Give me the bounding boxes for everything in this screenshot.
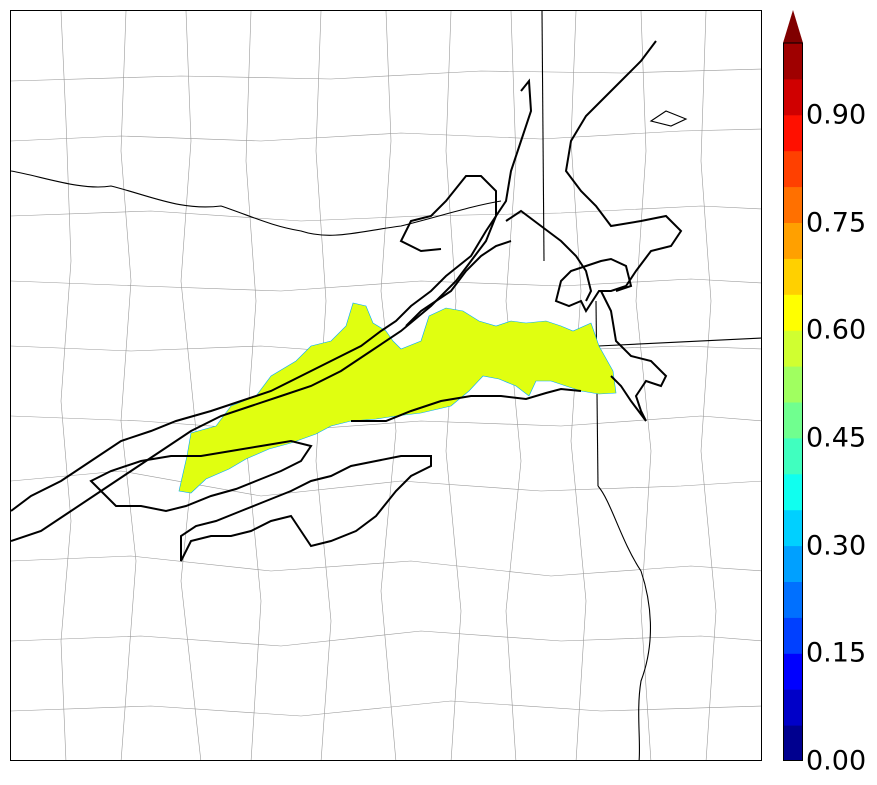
colorbar-swatch	[783, 258, 803, 295]
colorbar-swatch	[783, 222, 803, 259]
colorbar-swatch	[783, 725, 803, 761]
colorbar-swatch	[783, 581, 803, 618]
colorbar-swatch	[783, 114, 803, 152]
colorbar-tick-label: 0.00	[806, 745, 867, 777]
colorbar-swatch	[783, 653, 803, 690]
colorbar-tick-label: 0.15	[806, 637, 867, 669]
colorbar-swatch	[783, 366, 803, 403]
colorbar-swatch	[783, 617, 803, 654]
state-boundaries	[11, 11, 761, 760]
colorbar-swatch	[783, 689, 803, 726]
colorbar-swatch	[783, 43, 803, 80]
probability-contours	[11, 40, 683, 562]
colorbar-swatch	[783, 545, 803, 582]
colorbar	[783, 10, 803, 761]
colorbar-swatch	[783, 330, 803, 367]
colorbar-tick-label: 0.90	[806, 99, 867, 131]
colorbar-tick-label: 0.45	[806, 422, 867, 454]
colorbar-swatch	[783, 402, 803, 439]
colorbar-swatch	[783, 150, 803, 188]
colorbar-tick-label: 0.75	[806, 207, 867, 238]
colorbar-swatch	[783, 437, 803, 475]
colorbar-swatches	[783, 43, 803, 761]
colorbar-tick-label: 0.30	[806, 530, 867, 562]
colorbar-swatch	[783, 78, 803, 116]
colorbar-swatch	[783, 473, 803, 511]
colorbar-extend-arrow	[783, 10, 803, 43]
probability-region	[178, 302, 617, 494]
colorbar-swatch	[783, 294, 803, 331]
colorbar-outline	[783, 42, 803, 761]
colorbar-swatch	[783, 186, 803, 223]
map-panel	[10, 10, 762, 761]
map-canvas	[11, 11, 761, 760]
colorbar-swatch	[783, 509, 803, 547]
colorbar-tick-label: 0.60	[806, 314, 867, 346]
